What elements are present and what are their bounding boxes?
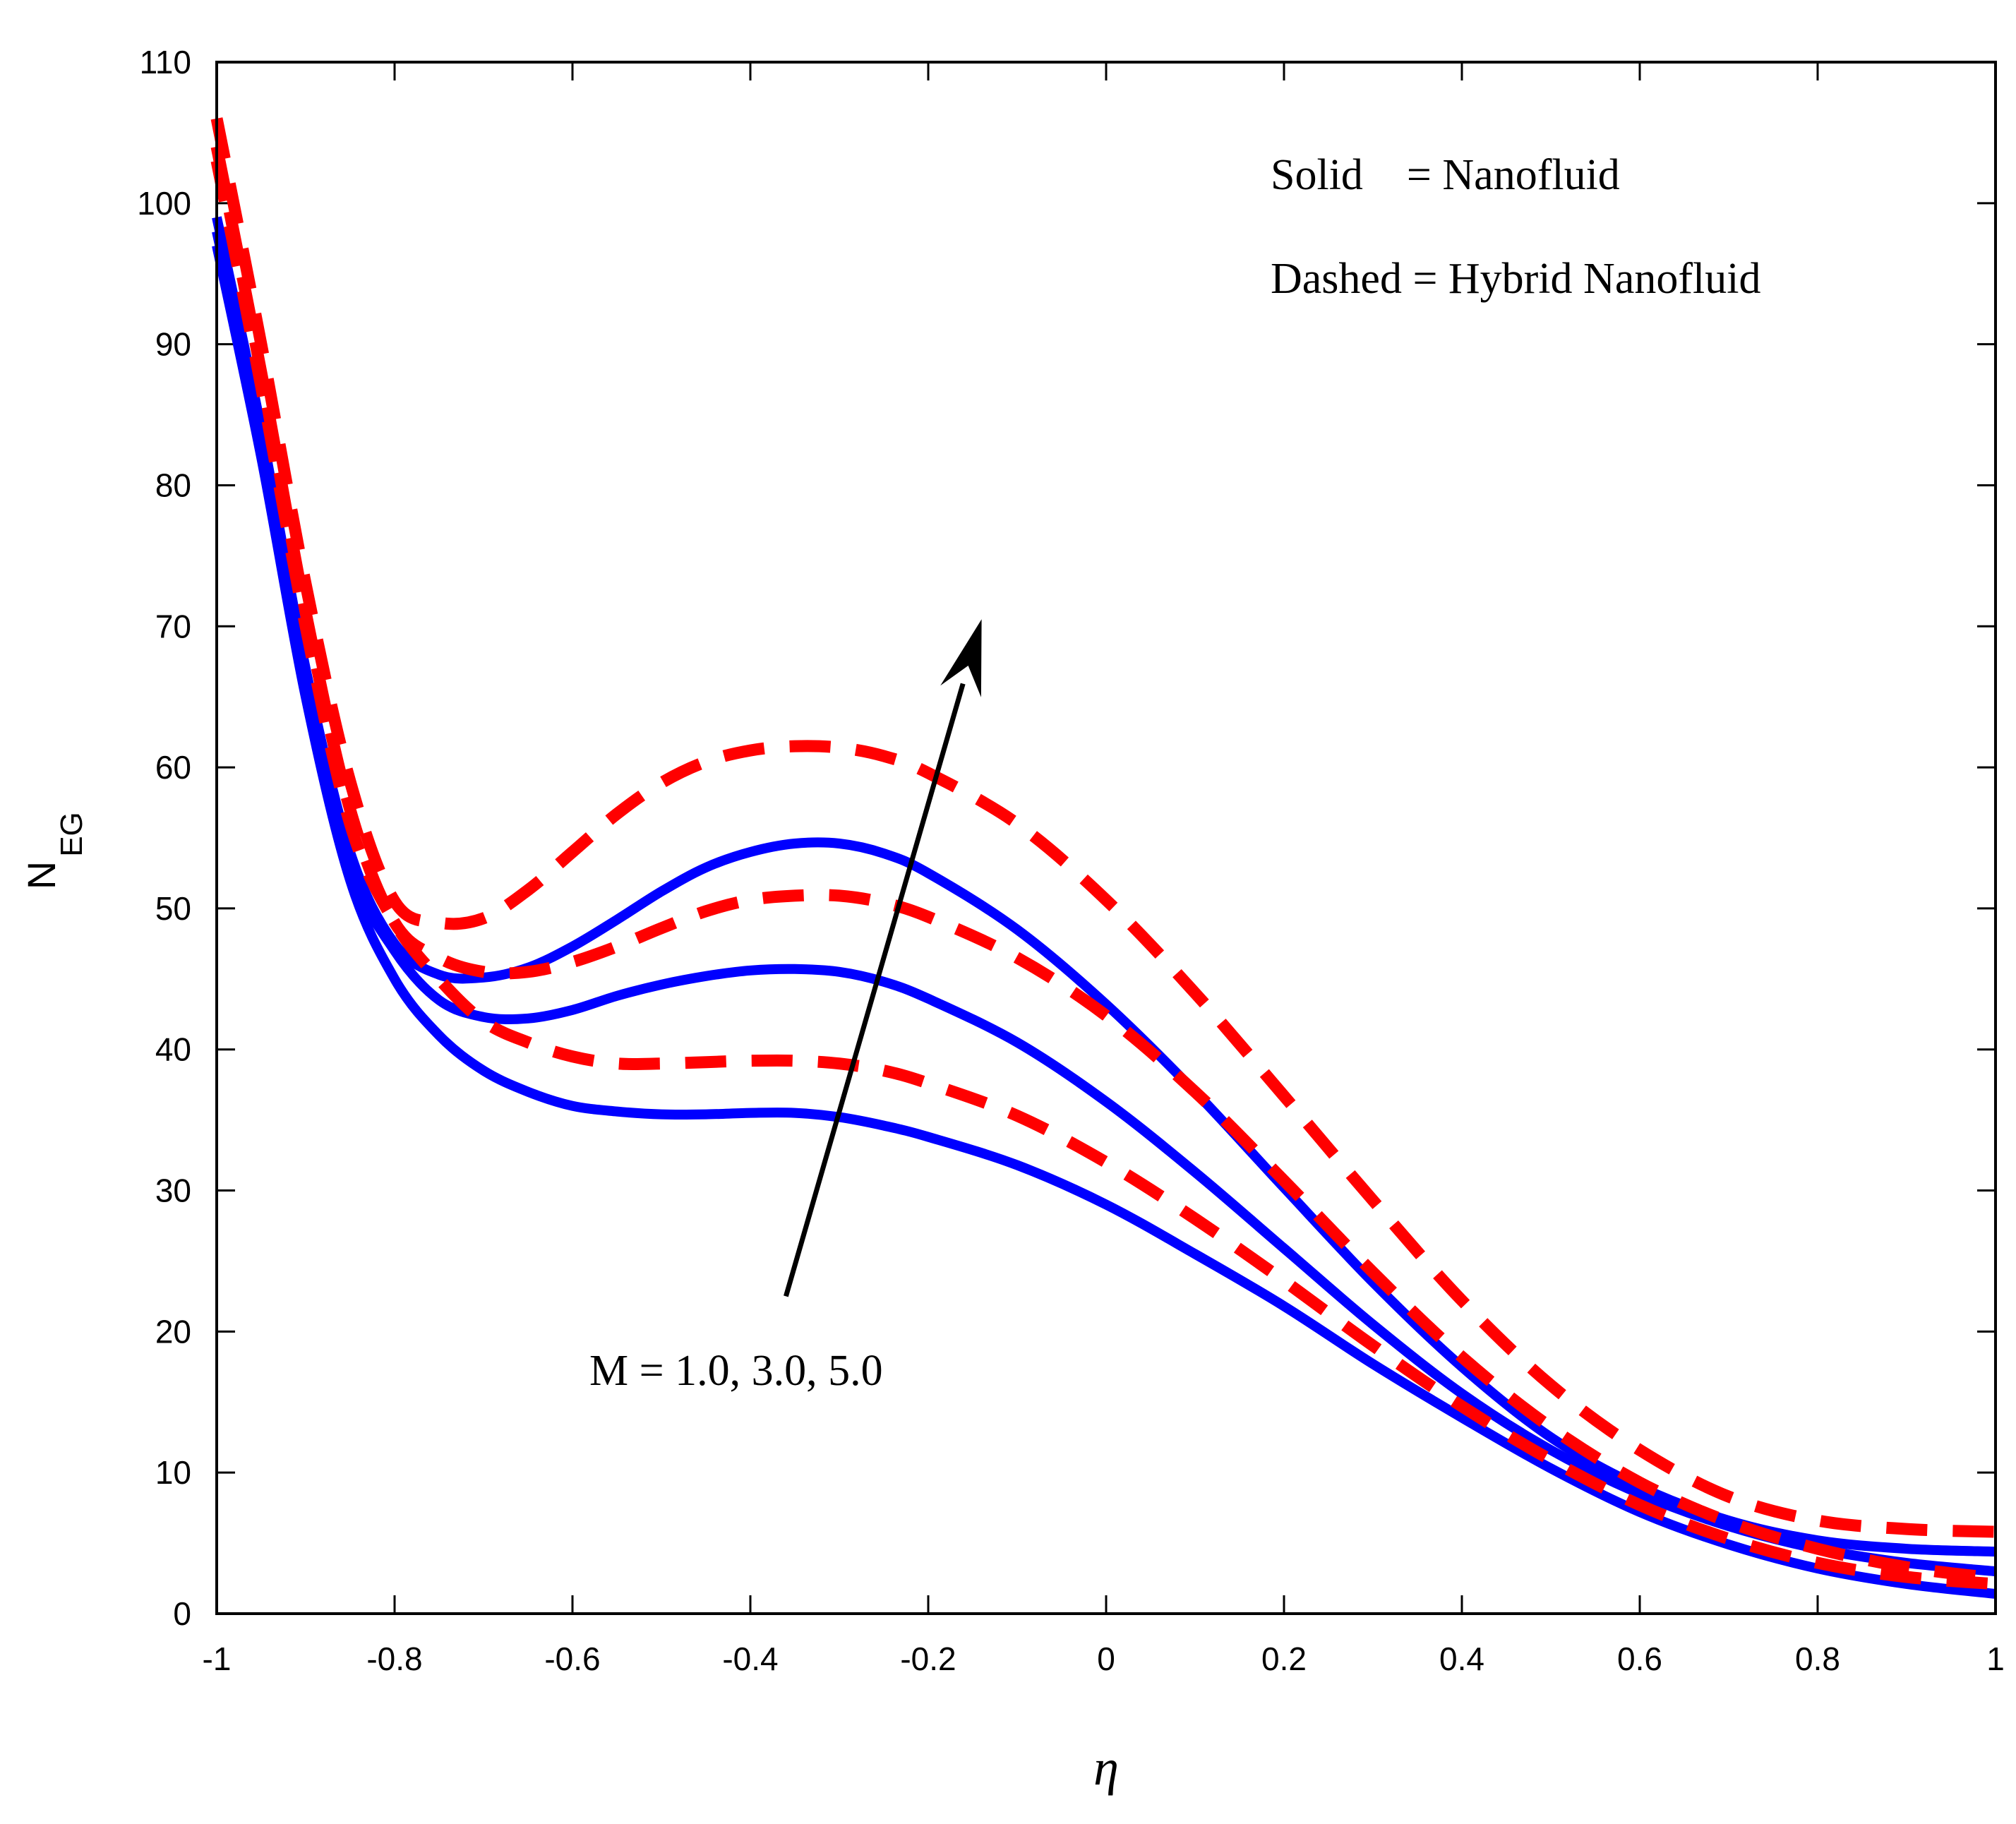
y-tick-label: 30 [155, 1172, 191, 1209]
plot-frame [215, 61, 1997, 1615]
x-tick-label: 0.6 [1617, 1640, 1662, 1677]
series-line-nanofluid-m-5-0 [212, 216, 1996, 1557]
y-tick-label: 10 [155, 1454, 191, 1491]
y-tick-label: 70 [155, 608, 191, 644]
arrow-head [940, 619, 982, 697]
y-tick-label: 100 [137, 185, 191, 222]
series-line-hybrid-nanofluid-m-5-0 [210, 117, 1996, 1538]
x-tick-label: 0.2 [1261, 1640, 1307, 1677]
y-tick-label: 90 [155, 326, 191, 363]
y-tick-label: 20 [155, 1313, 191, 1350]
y-tick-label: 0 [173, 1595, 191, 1632]
series-line-nanofluid-m-1-0 [212, 244, 1996, 1599]
x-tick-label: 0.8 [1795, 1640, 1840, 1677]
annotation-parameter-label: M = 1.0, 3.0, 5.0 [589, 1347, 883, 1395]
x-tick-label: 0 [1097, 1640, 1115, 1677]
y-tick-label: 60 [155, 749, 191, 786]
legend-dashed-entry: Dashed = Hybrid Nanofluid [1271, 255, 1760, 303]
x-tick-label: -1 [203, 1640, 232, 1677]
x-axis-label: η [1093, 1739, 1119, 1796]
x-tick-label: -0.8 [366, 1640, 422, 1677]
x-tick-label: 1 [1986, 1640, 2005, 1677]
y-axis-label-subscript: EG [54, 812, 89, 857]
y-tick-label: 80 [155, 467, 191, 503]
x-tick-label: -0.6 [544, 1640, 600, 1677]
y-axis-label-main: N [19, 861, 64, 889]
series-lines [210, 117, 1997, 1599]
y-axis-label: N EG [19, 812, 89, 889]
y-tick-labels: 0 10 20 30 40 50 60 70 80 90 100 110 [137, 44, 191, 1632]
series-line-hybrid-nanofluid-m-3-0 [210, 145, 1997, 1585]
x-tick-label: -0.4 [722, 1640, 778, 1677]
x-tick-label: 0.4 [1439, 1640, 1484, 1677]
y-tick-label: 50 [155, 890, 191, 927]
y-tick-label: 110 [140, 44, 191, 80]
x-tick-labels: -1 -0.8 -0.6 -0.4 -0.2 0 0.2 0.4 0.6 0.8 1 [203, 1640, 2005, 1677]
y-tick-label: 40 [155, 1031, 191, 1068]
series-line-hybrid-nanofluid-m-1-0 [210, 160, 1996, 1590]
increase-arrow [784, 619, 982, 1297]
arrow-shaft [784, 683, 966, 1297]
legend-solid-entry: Solid = Nanofluid [1271, 151, 1620, 199]
x-tick-label: -0.2 [900, 1640, 956, 1677]
